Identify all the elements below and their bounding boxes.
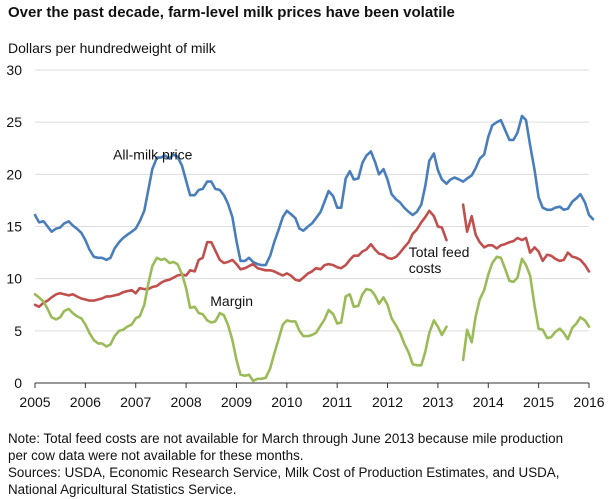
y-tick-label: 15 — [6, 219, 22, 235]
series-line-total-feed-costs — [33, 209, 448, 309]
x-tick-label: 2009 — [221, 394, 252, 410]
x-tick-label: 2013 — [422, 394, 453, 410]
x-tick-label: 2010 — [271, 394, 302, 410]
series-label: All-milk price — [113, 147, 193, 163]
chart-title: Over the past decade, farm-level milk pr… — [8, 4, 455, 21]
series-line-total-feed-costs — [461, 203, 591, 273]
series-label: Margin — [210, 293, 253, 309]
x-tick-label: 2005 — [19, 394, 50, 410]
series-line-margin — [461, 255, 591, 362]
x-tick-label: 2015 — [523, 394, 554, 410]
note-line-1: Note: Total feed costs are not available… — [8, 431, 564, 446]
series-line-all-milk-price — [33, 114, 595, 267]
y-tick-label: 10 — [6, 271, 22, 287]
y-tick-label: 25 — [6, 114, 22, 130]
x-tick-label: 2014 — [473, 394, 504, 410]
note-line-2: per cow data were not available for thes… — [8, 448, 304, 463]
series-label: Total feed — [409, 244, 470, 260]
source-line-2: National Agricultural Statistics Service… — [8, 482, 237, 497]
y-axis-label: Dollars per hundredweight of milk — [8, 40, 216, 56]
x-tick-label: 2008 — [171, 394, 202, 410]
x-tick-label: 2011 — [322, 394, 352, 410]
chart-notes: Note: Total feed costs are not available… — [8, 430, 603, 498]
series-label: costs — [409, 260, 442, 276]
y-tick-label: 0 — [14, 375, 22, 391]
x-tick-label: 2007 — [120, 394, 151, 410]
y-tick-label: 5 — [14, 323, 22, 339]
y-tick-label: 20 — [6, 166, 22, 182]
source-line-1: Sources: USDA, Economic Research Service… — [8, 465, 560, 480]
series-line-margin — [33, 256, 448, 383]
x-tick-label: 2016 — [573, 394, 604, 410]
x-tick-label: 2012 — [372, 394, 403, 410]
x-tick-label: 2006 — [70, 394, 101, 410]
y-tick-label: 30 — [6, 62, 22, 78]
